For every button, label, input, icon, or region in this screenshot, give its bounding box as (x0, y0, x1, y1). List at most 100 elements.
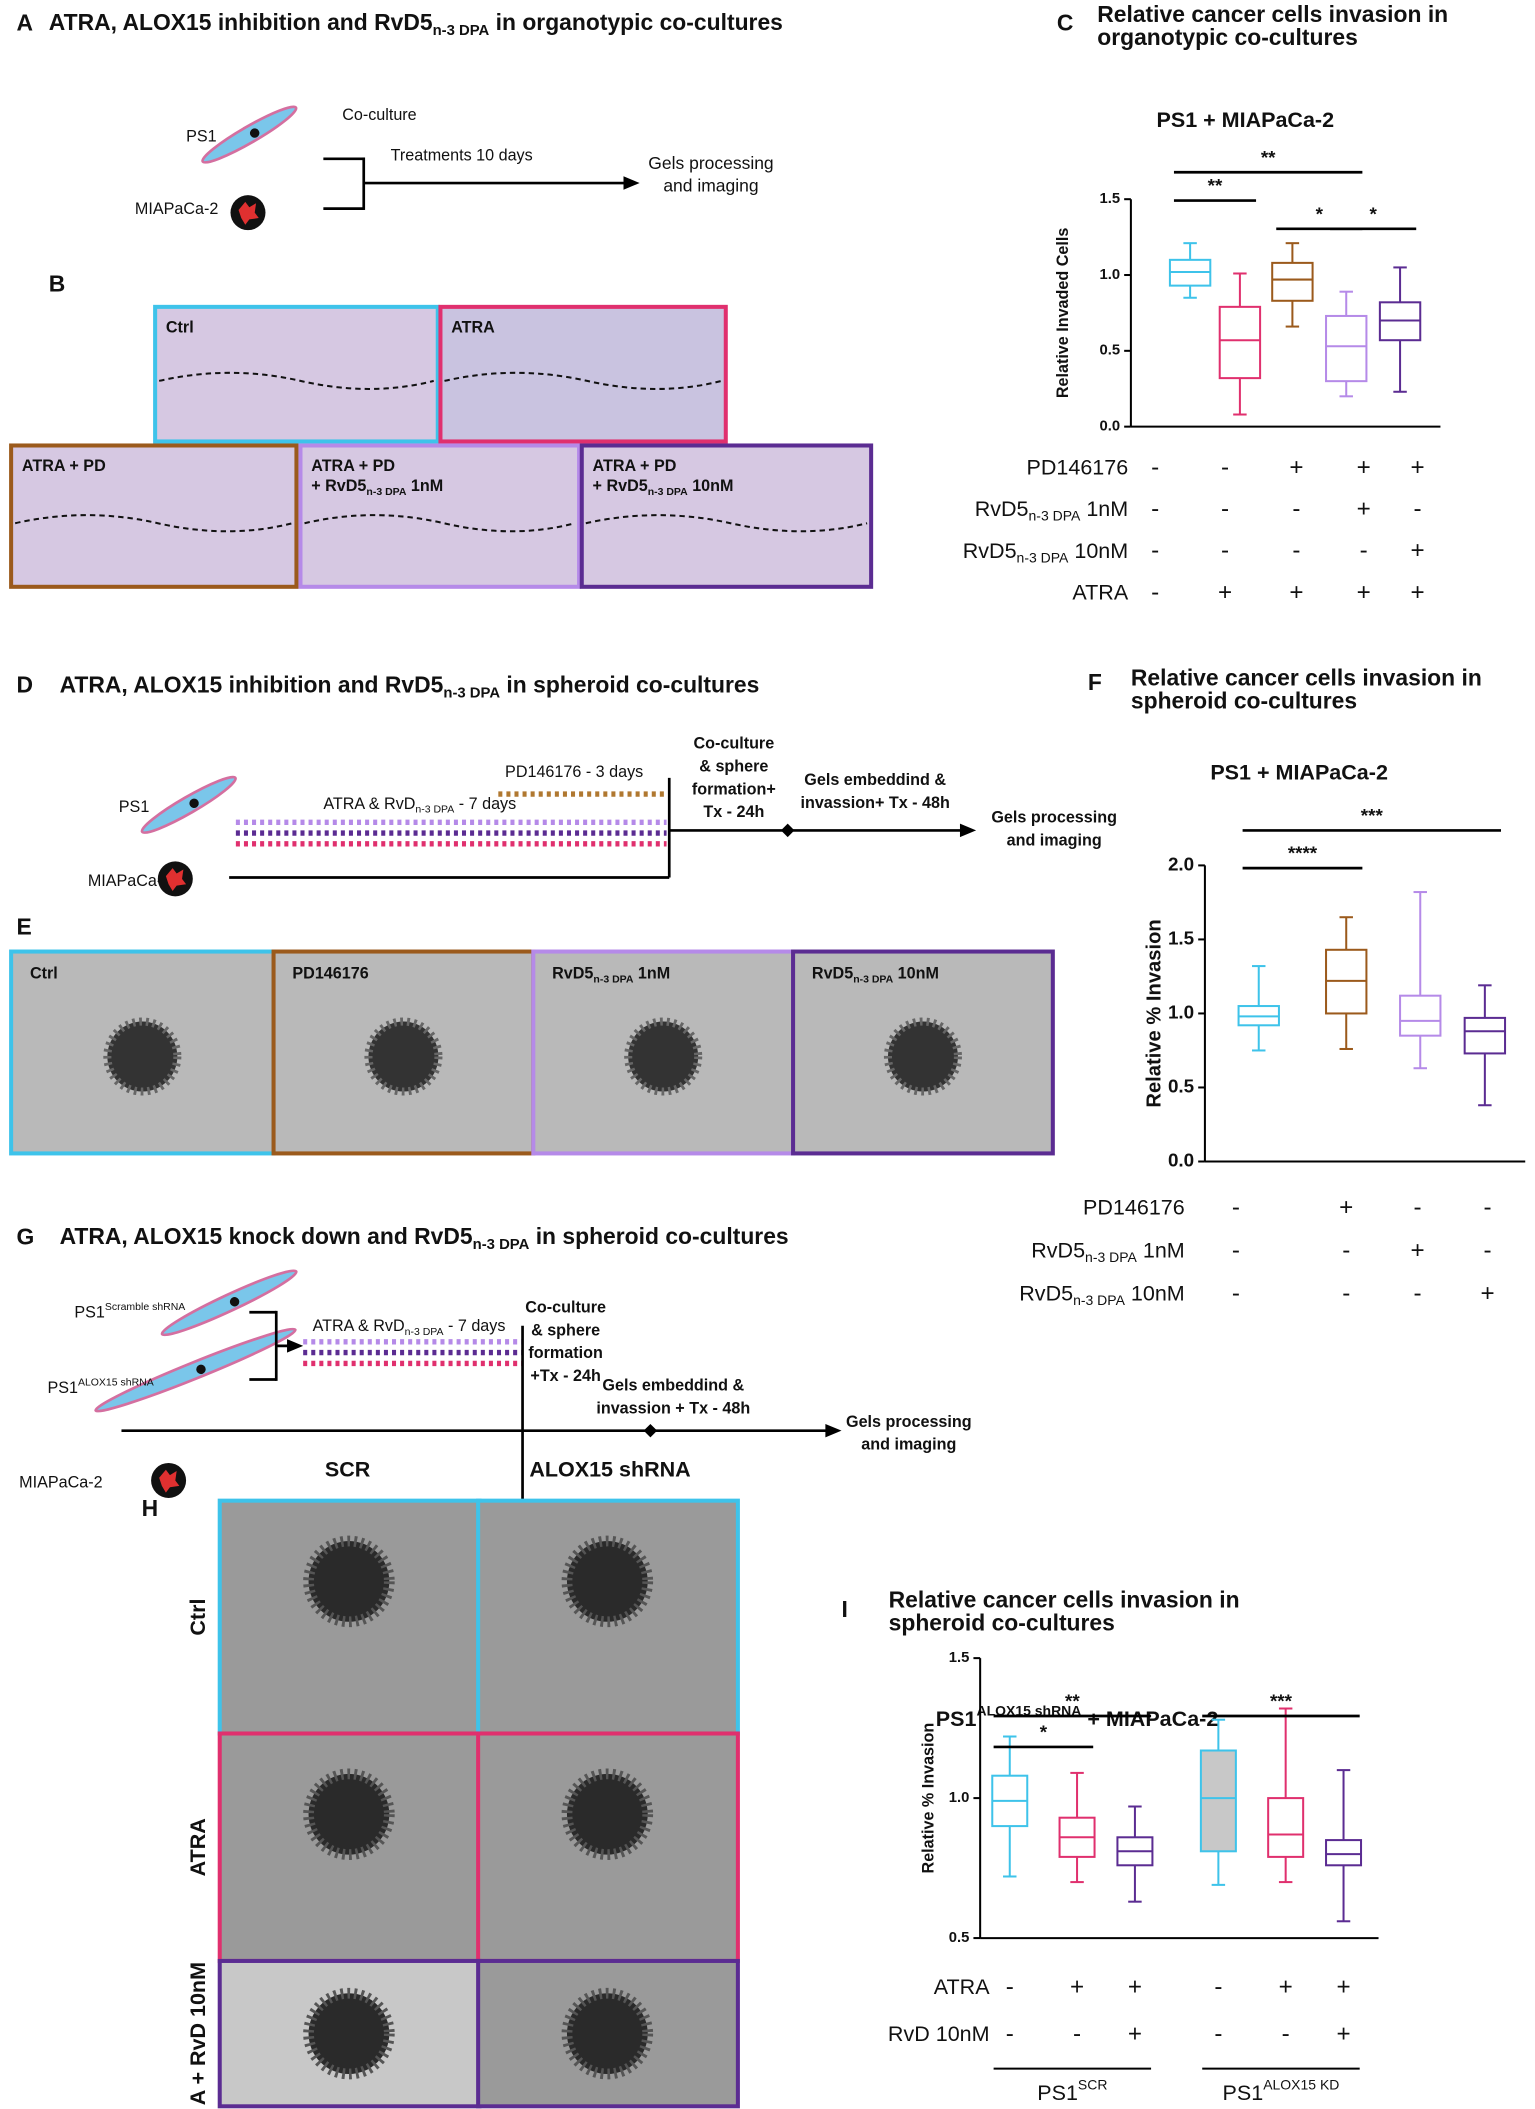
condition-sign: + (1410, 1237, 1424, 1264)
spheroid (364, 1017, 443, 1096)
panel-letter: I (842, 1596, 848, 1622)
text-part: 1nM (633, 965, 670, 983)
panel-title: ATRA, ALOX15 inhibition and RvD5n-3 DPA … (49, 9, 783, 39)
significance-label: **** (1288, 843, 1318, 864)
text-part: ATRA & RvD (323, 795, 415, 813)
text-part: RvD5 (812, 965, 853, 983)
chart-heading: Relative cancer cells invasion in (1097, 1, 1448, 27)
text-part: ALOX15 shRNA (78, 1377, 154, 1388)
text-part: 10nM (1068, 538, 1128, 562)
label: ATRA & RvDn-3 DPA - 7 days (313, 1317, 506, 1337)
condition-sign: - (1006, 1973, 1014, 2000)
text-part: - 7 days (444, 1317, 506, 1335)
label: invassion+ Tx - 48h (800, 794, 949, 812)
y-axis-label: Relative % Invasion (1143, 919, 1165, 1107)
group-label: PS1ALOX15 KD (1223, 2076, 1340, 2105)
y-tick-label: 1.5 (1100, 191, 1121, 207)
condition-sign: - (1232, 1237, 1240, 1264)
fibroblast-icon (140, 775, 237, 834)
text-part: n-3 DPA (593, 974, 633, 985)
label: & sphere (531, 1321, 600, 1339)
spheroid (624, 1017, 703, 1096)
label: Gels processing (991, 809, 1117, 827)
label: PS1ALOX15 shRNA (47, 1377, 153, 1397)
fibroblast-icon (201, 105, 298, 164)
label: Co-culture (693, 735, 774, 753)
condition-sign: + (1410, 454, 1424, 481)
condition-sign: - (1282, 2020, 1290, 2047)
spheroid (303, 1768, 395, 1861)
condition-sign: + (1336, 2020, 1350, 2047)
nucleus (249, 128, 260, 138)
text-part: n-3 DPA (853, 974, 893, 985)
row-header: Ctrl (186, 1599, 210, 1636)
text-part: 10nM (893, 965, 939, 983)
panel-title: ATRA, ALOX15 knock down and RvD5n-3 DPA … (60, 1223, 789, 1253)
chart-heading: Relative cancer cells invasion in (889, 1587, 1240, 1613)
micrograph (579, 443, 874, 589)
label: and imaging (861, 1436, 956, 1454)
group-label: PS1SCR (1037, 2076, 1107, 2105)
text-part: RvD 10nM (888, 2022, 990, 2046)
y-tick-label: 0.0 (1100, 419, 1121, 435)
y-tick-label: 1.5 (1168, 927, 1194, 948)
condition-sign: - (1221, 495, 1229, 522)
label: PS1Scramble shRNA (74, 1302, 185, 1322)
condition-sign: - (1214, 1973, 1222, 2000)
column-header: SCR (325, 1458, 371, 1482)
tissue-border (14, 514, 293, 533)
panel-letter: F (1088, 669, 1102, 695)
panel-letter: D (16, 671, 33, 697)
label: Co-culture (342, 106, 416, 124)
text-part: in organotypic co-cultures (489, 9, 783, 35)
tissue-border (444, 371, 722, 390)
chart-heading: spheroid co-cultures (889, 1610, 1115, 1636)
condition-sign: + (1070, 1973, 1084, 2000)
text-part: 10nM (1125, 1281, 1185, 1305)
condition-sign: - (1232, 1194, 1240, 1221)
text-part: ATRA, ALOX15 knock down and RvD5 (60, 1223, 473, 1249)
text-part: ATRA, ALOX15 inhibition and RvD5 (60, 671, 444, 697)
text-part: Ctrl (30, 965, 58, 983)
condition-label: PD146176 (1027, 455, 1129, 479)
label: MIAPaCa-2 (88, 872, 171, 890)
cancer-nucleus (159, 1469, 180, 1493)
y-tick-label: 1.0 (949, 1790, 970, 1806)
condition-sign: + (1339, 1194, 1353, 1221)
condition-sign: - (1414, 495, 1422, 522)
cell-body (94, 1327, 297, 1413)
panel-letter: C (1057, 9, 1074, 35)
cell-body (160, 1269, 298, 1337)
spheroid (561, 1768, 654, 1861)
arrowhead (287, 1339, 304, 1353)
text-part: - 7 days (454, 795, 516, 813)
image-label: ATRA + PD + RvD5n-3 DPA 1nM (311, 457, 443, 498)
label: and imaging (663, 176, 758, 196)
condition-sign: + (1128, 1973, 1142, 2000)
condition-sign: - (1006, 2020, 1014, 2047)
text-part: PS1 (47, 1379, 78, 1397)
label: Gels processing (648, 153, 773, 173)
significance-label: * (1316, 203, 1324, 224)
text-part: n-3 DPA (1017, 549, 1069, 565)
y-tick-label: 1.0 (1168, 1001, 1194, 1022)
condition-sign: - (1151, 579, 1159, 606)
box (1218, 305, 1262, 380)
text-part: n-3 DPA (433, 23, 490, 39)
condition-sign: + (1410, 579, 1424, 606)
fibroblast-icon (94, 1327, 297, 1413)
label: Treatments 10 days (391, 146, 533, 164)
y-tick-label: 0.0 (1168, 1149, 1194, 1170)
nucleus (196, 1364, 206, 1375)
text-part: 1nM (1080, 497, 1128, 521)
panel-letter: G (16, 1223, 34, 1249)
text-part: ALOX15 KD (1263, 2076, 1339, 2092)
text-part: 10nM (688, 477, 734, 495)
chart-title: PS1 + MIAPaCa-2 (1156, 108, 1334, 132)
text-part: + RvD5 (593, 477, 648, 495)
condition-label: RvD5n-3 DPA 1nM (975, 497, 1128, 523)
text-part: n-3 DPA (473, 1237, 530, 1253)
text-part: n-3 DPA (405, 1327, 444, 1338)
